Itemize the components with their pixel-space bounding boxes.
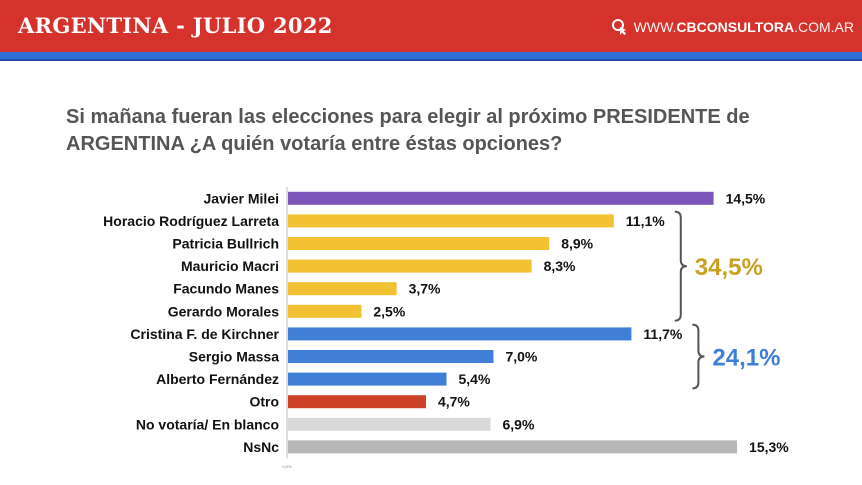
- blue-stripe: [0, 52, 862, 59]
- brand-prefix: WWW.: [633, 19, 677, 35]
- group-brace: [692, 323, 705, 390]
- data-label: 2,5%: [373, 303, 405, 319]
- category-label: Gerardo Morales: [168, 303, 279, 319]
- category-label: Otro: [249, 394, 279, 410]
- bar: [288, 237, 550, 250]
- bar: [288, 395, 426, 409]
- bar: [288, 440, 738, 454]
- brand-name: CBCONSULTORA: [676, 19, 795, 35]
- group-total-label: 34,5%: [695, 254, 763, 281]
- data-label: 3,7%: [409, 281, 441, 297]
- data-label: 8,9%: [561, 236, 593, 252]
- bar: [288, 304, 362, 318]
- x-axis-tick-label: 0,0%: [282, 464, 292, 469]
- category-label: NsNc: [243, 439, 279, 455]
- category-label: Patricia Bullrich: [172, 236, 279, 252]
- category-label: No votaría/ En blanco: [136, 416, 279, 432]
- brand-link[interactable]: WWW. CBCONSULTORA .COM.AR: [611, 18, 854, 36]
- data-label: 11,1%: [626, 213, 665, 229]
- group-brace: [674, 210, 687, 322]
- category-label: Alberto Fernández: [156, 371, 279, 387]
- data-label: 4,7%: [438, 394, 470, 410]
- survey-question: Si mañana fueran las elecciones para ele…: [66, 106, 750, 155]
- header-bar: ARGENTINA - JULIO 2022 WWW. CBCONSULTORA.…: [0, 0, 862, 52]
- bar: [288, 350, 494, 363]
- category-label: Javier Milei: [204, 190, 280, 206]
- report-title: ARGENTINA - JULIO 2022: [18, 13, 333, 38]
- category-label: Sergio Massa: [189, 349, 279, 365]
- bar: [288, 259, 532, 273]
- mouse-pointer-search-icon: [611, 19, 626, 35]
- data-label: 7,0%: [505, 349, 537, 365]
- data-label: 6,9%: [503, 416, 535, 432]
- category-label: Cristina F. de Kirchner: [130, 326, 279, 342]
- category-label: Horacio Rodríguez Larreta: [103, 213, 279, 229]
- bar: [288, 417, 491, 431]
- data-label: 15,3%: [749, 439, 789, 455]
- category-label: Facundo Manes: [173, 281, 279, 297]
- data-label: 11,7%: [643, 326, 682, 342]
- data-label: 5,4%: [458, 371, 490, 387]
- category-label: Mauricio Macri: [181, 258, 279, 274]
- brand-suffix: .COM.AR: [794, 19, 854, 35]
- data-label: 14,5%: [726, 190, 766, 206]
- bar: [288, 372, 447, 386]
- dark-blue-stripe: [0, 59, 862, 61]
- data-label: 8,3%: [544, 258, 576, 274]
- group-total-label: 24,1%: [712, 345, 780, 372]
- bar: [288, 191, 714, 205]
- bar: [288, 282, 397, 296]
- bar: [288, 327, 632, 341]
- bar: [288, 214, 614, 228]
